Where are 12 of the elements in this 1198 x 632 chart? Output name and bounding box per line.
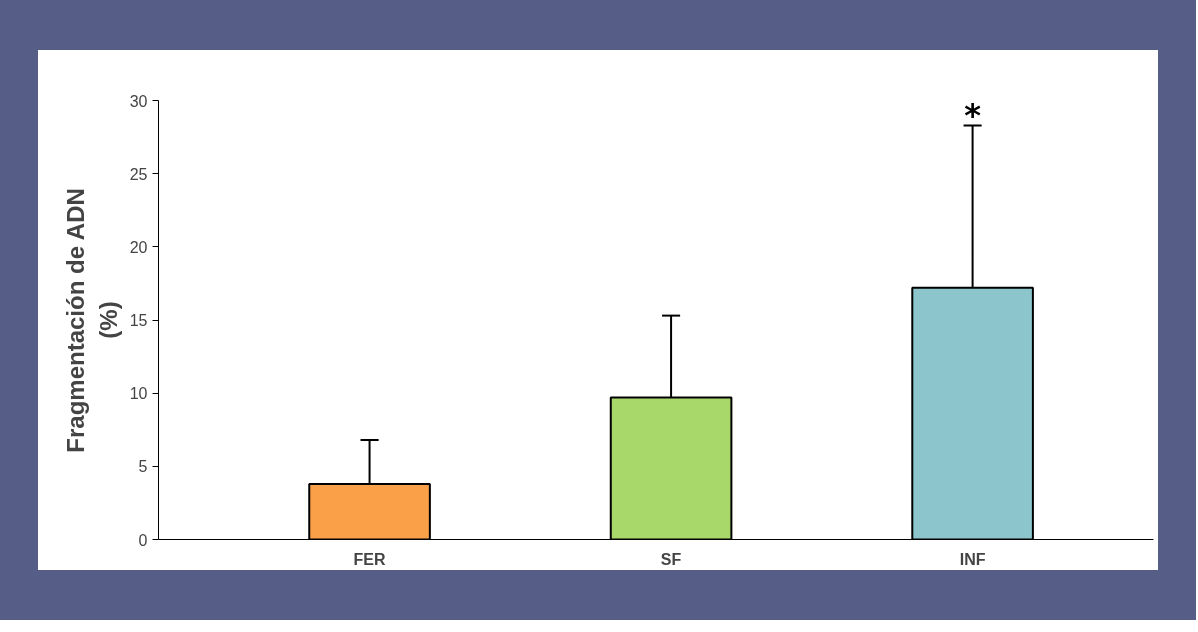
- annotation: *: [964, 95, 982, 134]
- y-axis-title: Fragmentación de ADN (%): [62, 188, 122, 453]
- y-tick-label: 0: [138, 531, 148, 549]
- x-tick-label: SF: [660, 550, 682, 568]
- y-tick-label: 20: [129, 238, 148, 256]
- y-tick-label: 10: [129, 385, 148, 403]
- x-tick-label: INF: [959, 550, 986, 568]
- y-tick-label: 30: [129, 92, 148, 110]
- x-tick-label: FER: [353, 550, 387, 568]
- y-tick-label: 25: [129, 165, 148, 183]
- y-tick-label: 15: [129, 312, 148, 329]
- y-tick-label: 5: [138, 458, 148, 476]
